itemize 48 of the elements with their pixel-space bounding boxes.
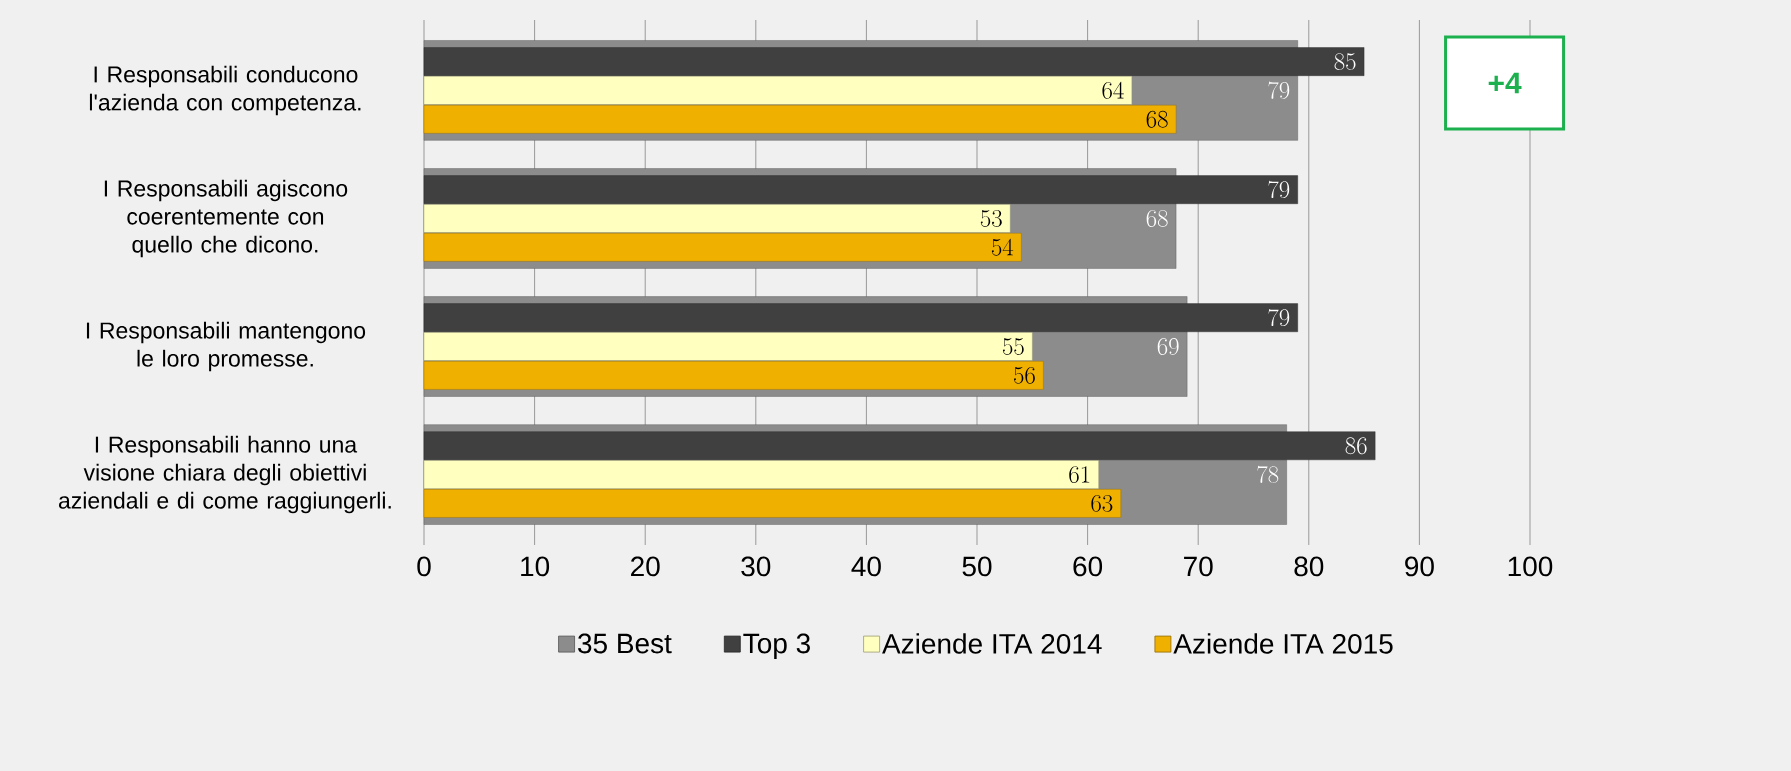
bar: [423, 47, 1365, 76]
data-label: 64: [1102, 81, 1124, 99]
data-label: 79: [1268, 308, 1290, 327]
bar: [423, 489, 1121, 518]
data-label: 56: [1014, 366, 1035, 384]
legend-label: Top 3: [743, 633, 810, 659]
data-label: 68: [1146, 210, 1168, 227]
data-label: 63: [1091, 494, 1113, 512]
bar: [423, 233, 1022, 262]
y-tick-label: I Responsabili hanno una visione chiara degli obiettivi aziendali e di come raggiungerli.: [58, 435, 391, 514]
x-tick-label: 20: [631, 556, 660, 577]
x-tick-label: 40: [851, 556, 881, 577]
y-tick-label: I Responsabili conducono l'azienda con competenza.: [89, 65, 361, 116]
data-label: 54: [991, 238, 1014, 256]
data-label: 78: [1257, 465, 1279, 483]
bar: [423, 460, 1099, 489]
legend-label: Aziende ITA 2014: [882, 633, 1102, 654]
x-tick-label: 70: [1184, 556, 1213, 577]
bar: [423, 361, 1044, 390]
bar: [423, 332, 1033, 361]
bar: [423, 204, 1011, 233]
x-tick-label: 50: [962, 556, 992, 577]
data-label: 53: [980, 210, 1002, 227]
bar: [423, 175, 1298, 204]
bar: [423, 76, 1133, 105]
x-tick-label: 30: [741, 556, 771, 577]
y-tick-label: I Responsabili agiscono coerentemente con quello che dicono.: [104, 179, 348, 258]
data-label: 55: [1002, 338, 1024, 355]
data-label: 85: [1334, 53, 1356, 71]
y-tick-label: I Responsabili mantengono le loro promesse.: [86, 321, 366, 372]
x-tick-label: 10: [521, 556, 550, 577]
legend-label: Aziende ITA 2015: [1173, 633, 1393, 654]
data-label: 69: [1157, 338, 1179, 355]
x-tick-label: 60: [1073, 556, 1103, 577]
bar: [423, 431, 1376, 461]
data-label: 86: [1345, 437, 1367, 455]
annotation: +4: [1488, 72, 1522, 94]
data-label: 79: [1268, 81, 1290, 99]
x-tick-label: 0: [417, 556, 431, 577]
x-tick-label: 100: [1508, 556, 1553, 577]
x-tick-label: 90: [1405, 556, 1434, 577]
data-label: 68: [1146, 110, 1168, 128]
x-tick-label: 80: [1294, 556, 1324, 577]
bar: [423, 104, 1177, 134]
data-label: 79: [1268, 180, 1290, 199]
data-label: 61: [1069, 466, 1090, 483]
legend-label: 35 Best: [578, 633, 672, 654]
bar: [423, 303, 1298, 332]
